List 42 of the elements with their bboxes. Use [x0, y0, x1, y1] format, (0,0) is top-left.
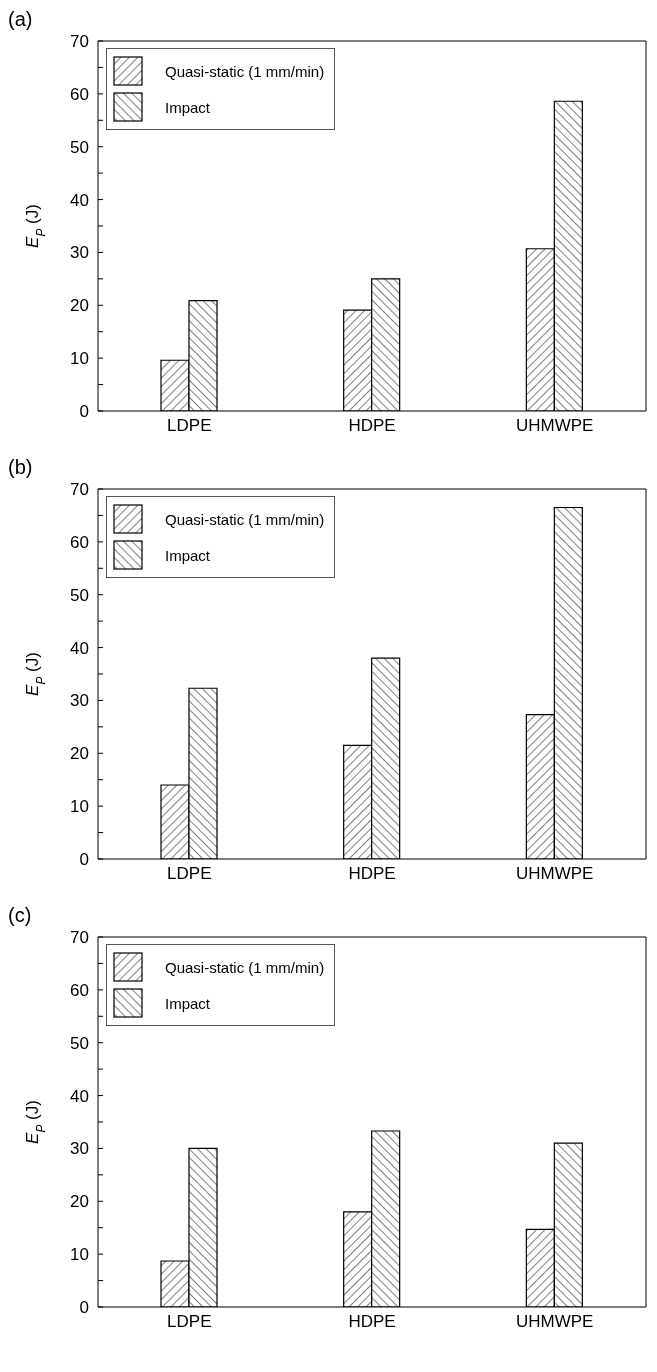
- y-tick-label: 60: [70, 84, 89, 104]
- y-tick-label: 0: [79, 402, 89, 422]
- y-tick-label: 70: [70, 928, 89, 948]
- y-tick-label: 50: [70, 137, 89, 157]
- y-tick-label: 10: [70, 349, 89, 369]
- y-tick-label: 0: [79, 1298, 89, 1318]
- x-tick-label: LDPE: [167, 864, 212, 884]
- y-tick-label: 30: [70, 1139, 89, 1159]
- x-tick-label: HDPE: [348, 416, 396, 436]
- y-tick-label: 70: [70, 480, 89, 500]
- y-tick-label: 20: [70, 296, 89, 316]
- x-tick-label: UHMWPE: [515, 864, 594, 884]
- y-tick-label: 30: [70, 243, 89, 263]
- y-tick-label: 40: [70, 190, 89, 210]
- y-tick-label: 10: [70, 1245, 89, 1265]
- legend-label: Impact: [165, 994, 211, 1012]
- y-tick-label: 60: [70, 532, 89, 552]
- x-tick-label: HDPE: [348, 864, 396, 884]
- y-tick-label: 30: [70, 691, 89, 711]
- y-tick-label: 40: [70, 638, 89, 658]
- y-tick-label: 20: [70, 1192, 89, 1212]
- y-tick-label: 50: [70, 1033, 89, 1053]
- legend-label: Quasi-static (1 mm/min): [165, 62, 326, 80]
- x-tick-label: UHMWPE: [515, 1312, 594, 1332]
- x-tick-label: UHMWPE: [515, 416, 594, 436]
- y-tick-label: 0: [79, 850, 89, 870]
- x-tick-label: HDPE: [348, 1312, 396, 1332]
- chart-title: (b): [8, 456, 34, 478]
- legend-label: Impact: [165, 546, 211, 564]
- y-tick-label: 50: [70, 585, 89, 605]
- legend-label: Quasi-static (1 mm/min): [165, 510, 326, 528]
- y-tick-label: 70: [70, 32, 89, 52]
- y-tick-label: 10: [70, 797, 89, 817]
- y-tick-label: 40: [70, 1086, 89, 1106]
- legend-label: Quasi-static (1 mm/min): [165, 958, 326, 976]
- y-tick-label: 60: [70, 980, 89, 1000]
- x-tick-label: LDPE: [167, 416, 212, 436]
- chart-title: (a): [8, 8, 34, 30]
- y-tick-label: 20: [70, 744, 89, 764]
- legend-label: Impact: [165, 98, 211, 116]
- chart-title: (c): [8, 904, 33, 926]
- x-tick-label: LDPE: [167, 1312, 212, 1332]
